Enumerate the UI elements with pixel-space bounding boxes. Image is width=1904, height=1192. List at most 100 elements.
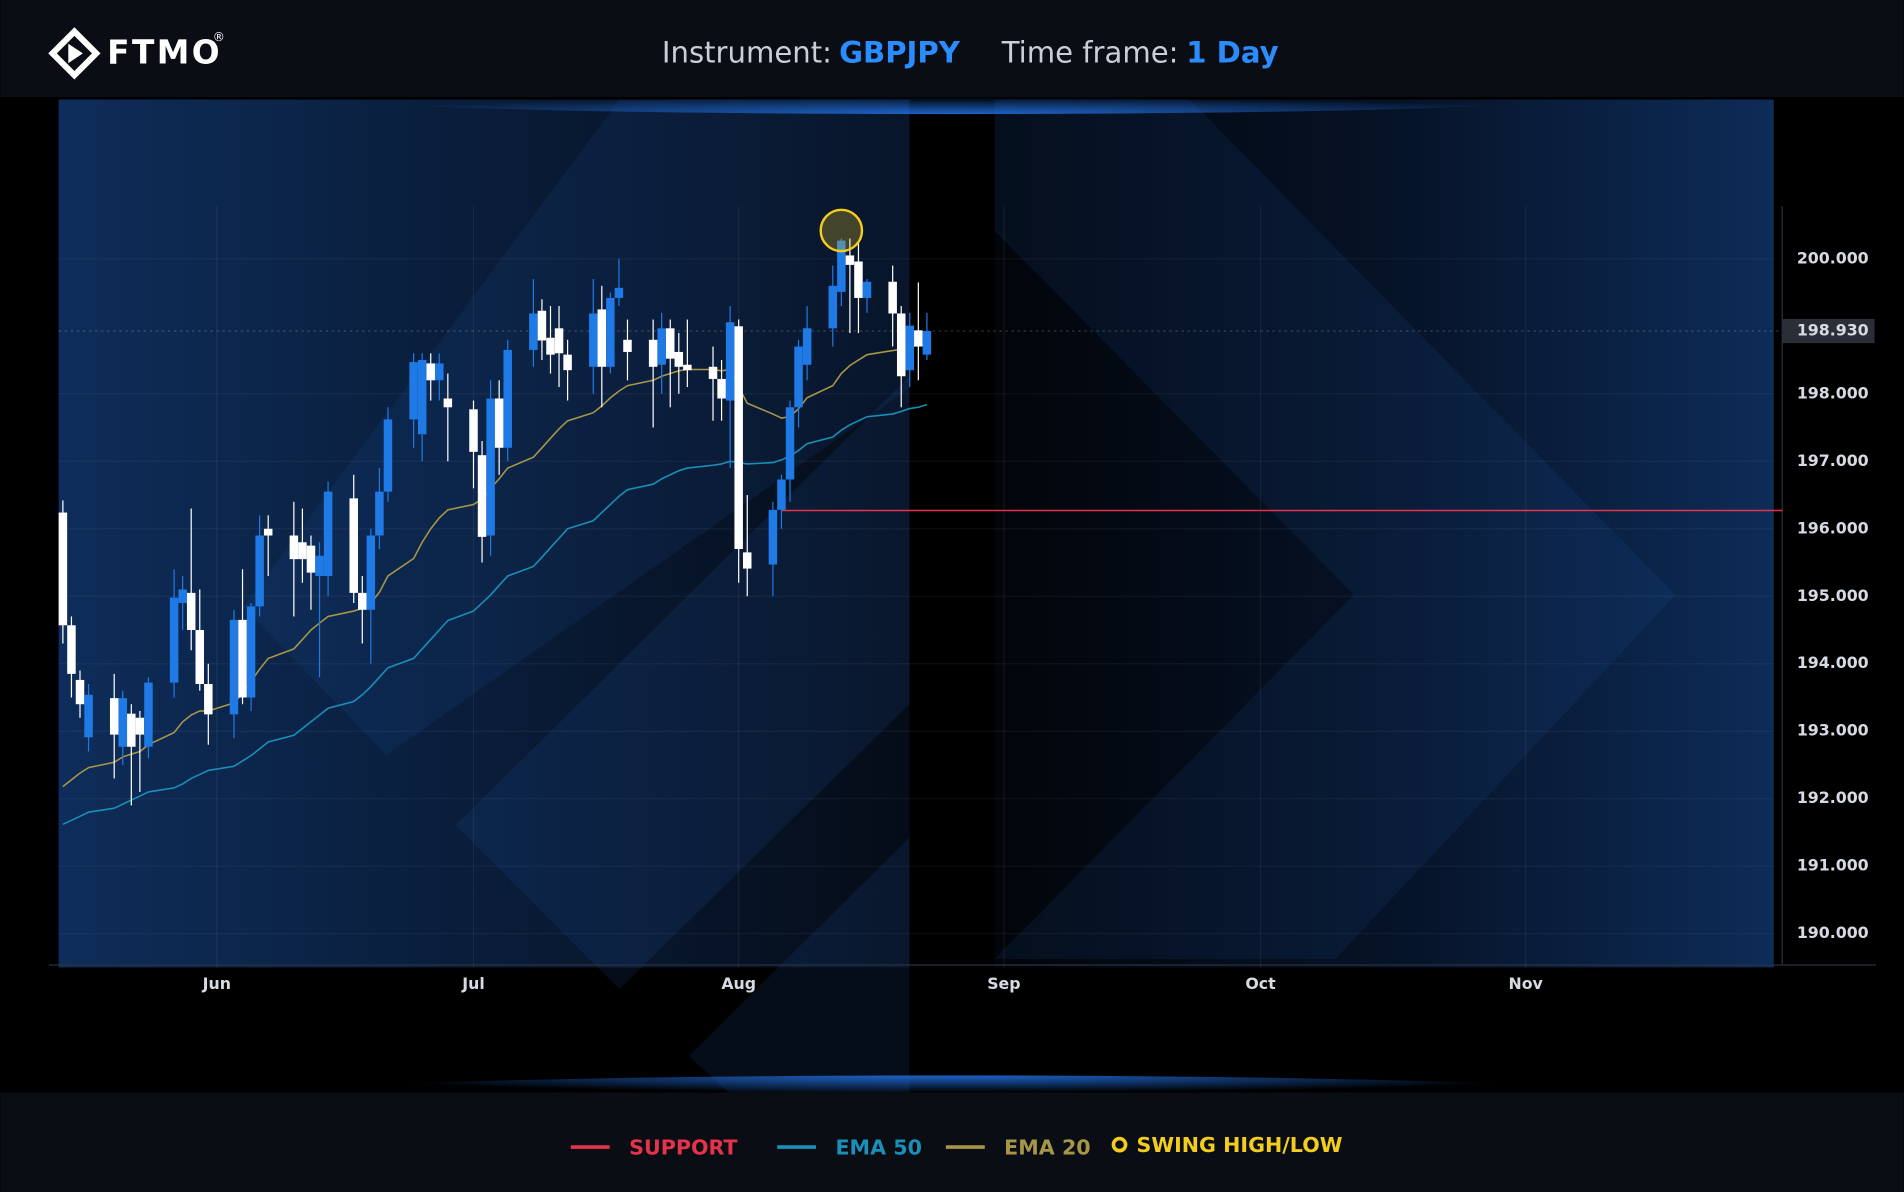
candle-body — [229, 619, 239, 715]
candle-body — [734, 326, 743, 550]
candle-body — [323, 491, 333, 577]
candle-body — [58, 512, 68, 626]
timeframe-label: Time frame: — [1001, 36, 1179, 70]
candle-body — [794, 346, 803, 408]
candle-body — [127, 713, 136, 747]
logo: FTMO ® — [48, 27, 225, 80]
candle-body — [623, 339, 632, 352]
y-tick-label: 200.000 — [1797, 248, 1869, 267]
y-tick-label: 198.000 — [1797, 383, 1869, 402]
candle-body — [383, 419, 393, 492]
plot-background — [994, 99, 1774, 968]
candle-body — [84, 694, 93, 738]
candle-body — [666, 328, 675, 359]
candle-body — [503, 349, 512, 448]
candle-body — [648, 339, 658, 367]
candle-body — [298, 542, 307, 560]
y-tick-label: 196.000 — [1797, 518, 1869, 537]
candle-body — [914, 330, 923, 347]
y-tick-label: 197.000 — [1797, 451, 1869, 470]
header-glow — [320, 80, 1584, 115]
y-tick-label: 191.000 — [1797, 856, 1869, 875]
candle-body — [845, 255, 855, 265]
candle-body — [195, 629, 205, 684]
candle-body — [922, 331, 932, 355]
swing-marker — [819, 208, 864, 253]
candle-body — [742, 552, 752, 569]
instrument-label: Instrument: — [662, 36, 832, 70]
candle-body — [469, 409, 478, 452]
legend-label: SUPPORT — [629, 1135, 737, 1159]
candle-body — [67, 625, 76, 674]
candle-body — [683, 364, 692, 371]
decor — [455, 376, 910, 990]
logo-mark: ® — [213, 30, 225, 44]
logo-icon — [48, 27, 101, 80]
candle-body — [606, 297, 615, 367]
y-tick-label: 190.000 — [1797, 923, 1869, 942]
candle-body — [315, 555, 324, 577]
legend: SUPPORT EMA 50 EMA 20 SWING HIGH/LOW — [570, 1133, 1343, 1159]
candle-body — [366, 535, 376, 610]
candle-body — [263, 528, 273, 536]
candle-body — [375, 491, 384, 536]
candle-body — [255, 535, 264, 607]
candle-body — [435, 363, 444, 381]
candle-body — [289, 535, 299, 560]
x-tick-label: Oct — [1245, 974, 1276, 993]
candle-body — [563, 354, 572, 371]
candle-body — [717, 378, 726, 399]
candle-body — [306, 545, 316, 573]
x-tick-label: Nov — [1509, 974, 1544, 993]
y-tick-label: 193.000 — [1797, 721, 1869, 740]
candle-body — [828, 285, 838, 329]
candle-body — [477, 455, 487, 537]
candle-body — [546, 337, 555, 355]
x-tick-label: Sep — [987, 974, 1020, 993]
candle-body — [854, 261, 863, 298]
candle-body — [178, 589, 187, 603]
candle-body — [443, 398, 453, 408]
candle-body — [708, 366, 718, 379]
candle-body — [529, 313, 538, 350]
last-price-label: 198.930 — [1797, 321, 1869, 340]
candle-body — [494, 398, 504, 448]
candle-body — [896, 313, 906, 377]
candle-body — [186, 592, 196, 630]
legend-label: EMA 20 — [1004, 1135, 1090, 1159]
y-tick-label: 192.000 — [1797, 788, 1869, 807]
candle-body — [238, 619, 247, 698]
legend-label: SWING HIGH/LOW — [1137, 1133, 1343, 1157]
candle-body — [597, 309, 607, 367]
logo-icon — [68, 43, 83, 64]
candle-body — [349, 498, 358, 593]
y-tick-label: 194.000 — [1797, 653, 1869, 672]
candle-body — [674, 351, 684, 367]
candle-body — [802, 328, 812, 365]
footer-glow — [320, 1075, 1584, 1110]
legend-swatch — [1111, 1136, 1128, 1153]
candle-body — [144, 682, 153, 747]
x-tick-label: Aug — [721, 974, 756, 993]
candle-body — [785, 407, 795, 480]
candle-body — [75, 679, 85, 705]
decor — [243, 99, 910, 756]
logo-text: FTMO — [107, 34, 222, 72]
timeframe: 1 Day — [1186, 36, 1278, 70]
x-tick-label: Jun — [202, 974, 231, 993]
candle-body — [888, 281, 897, 314]
candle-body — [118, 698, 128, 747]
candle-body — [169, 597, 179, 683]
candle-body — [135, 717, 145, 735]
last-price-box — [1782, 318, 1875, 344]
candle-body — [486, 398, 495, 536]
instrument: GBPJPY — [839, 36, 961, 70]
candle-body — [246, 606, 256, 698]
candle-body — [614, 287, 624, 298]
legend-label: EMA 50 — [835, 1135, 921, 1159]
candle-body — [862, 281, 872, 298]
candle-body — [204, 683, 213, 715]
candle-body — [358, 592, 367, 610]
candle-body — [109, 698, 119, 735]
